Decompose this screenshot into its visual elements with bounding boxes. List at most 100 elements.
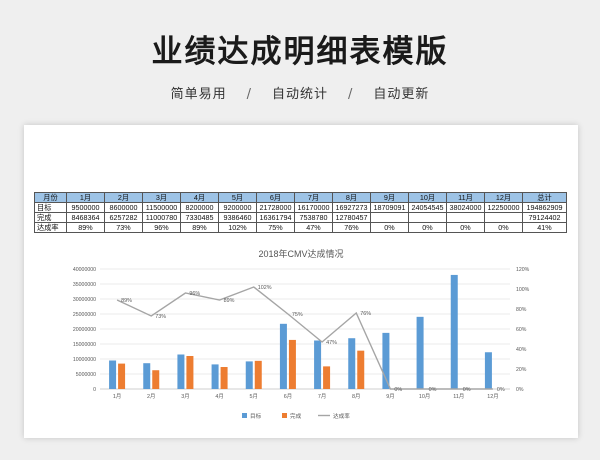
table-cell: 24054545: [408, 202, 447, 213]
x-tick-label: 5月: [250, 393, 258, 400]
table-cell: 6257282: [104, 212, 143, 223]
legend-swatch: [242, 413, 247, 418]
header-cell: 12月: [484, 192, 523, 203]
x-axis-labels: 1月 2月 3月 4月 5月 6月 7月 8月 9月 10月 11月 12月: [113, 393, 499, 400]
completed-bar: [118, 363, 126, 389]
left-axis-ticks: 0 5000000 10000000 15000000 20000000 25000000…: [73, 267, 96, 393]
completed-bar: [220, 367, 228, 389]
completed-bar: [288, 339, 296, 389]
table-cell: [408, 212, 447, 223]
rate-data-label: 76%: [360, 311, 371, 317]
chart-bars: [109, 274, 492, 389]
row-label: 完成: [34, 212, 67, 223]
rate-data-label: 0%: [394, 387, 402, 393]
table-cell: 7538780: [294, 212, 333, 223]
header-cell: 6月: [256, 192, 295, 203]
table-cell: 8600000: [104, 202, 143, 213]
completed-row: 完成 8468364 6257282 11000780 7330485 9386460 16…: [34, 212, 567, 223]
target-bar: [177, 354, 185, 389]
rate-data-label: 0%: [463, 387, 471, 393]
chart-grid: [100, 268, 510, 390]
legend-target: 目标: [250, 412, 262, 420]
table-cell: 0%: [484, 222, 523, 233]
right-tick-label: 0%: [516, 387, 524, 393]
header-cell: 月份: [34, 192, 67, 203]
header-cell: 3月: [142, 192, 181, 203]
table-cell: 16927273: [332, 202, 371, 213]
feature-separator: /: [246, 87, 252, 102]
header-cell: 10月: [408, 192, 447, 203]
right-tick-label: 120%: [516, 267, 530, 273]
target-bar: [450, 274, 458, 389]
achievement-chart: 2018年CMV达成情况 0 5000000 10000000 15000000 200…: [73, 248, 530, 420]
table-cell: 102%: [218, 222, 257, 233]
table-header-row: 月份 1月 2月 3月 4月 5月 6月 7月 8月 9月 10月 11月 12…: [34, 192, 567, 203]
target-bar: [279, 323, 287, 389]
legend-rate: 达成率: [333, 412, 350, 420]
x-tick-label: 11月: [453, 393, 464, 400]
table-cell: 194862909: [522, 202, 567, 213]
completed-bar: [254, 360, 262, 389]
feature-list: 简单易用 / 自动统计 / 自动更新: [0, 83, 600, 102]
row-label: 目标: [34, 202, 67, 213]
rate-data-label: 89%: [121, 298, 132, 304]
target-bar: [245, 361, 253, 389]
table-body: 目标 9500000 8600000 11500000 8200000 9200000 21…: [34, 202, 567, 233]
left-tick-label: 25000000: [73, 312, 96, 318]
left-tick-label: 40000000: [73, 267, 96, 273]
rate-data-label: 47%: [326, 340, 337, 346]
table-cell: 12780457: [332, 212, 371, 223]
x-tick-label: 10月: [419, 393, 430, 400]
table-cell: 21728000: [256, 202, 295, 213]
table-cell: 75%: [256, 222, 295, 233]
right-axis-ticks: 0% 20% 40% 60% 80% 100% 120%: [516, 267, 530, 393]
header-cell: 5月: [218, 192, 257, 203]
table-cell: 7330485: [180, 212, 219, 223]
table-cell: 11500000: [142, 202, 181, 213]
table-cell: 89%: [66, 222, 105, 233]
spreadsheet-preview: 月份 1月 2月 3月 4月 5月 6月 7月 8月 9月 10月 11月 12…: [24, 125, 578, 438]
header-cell: 总计: [522, 192, 567, 203]
table-cell: 47%: [294, 222, 333, 233]
left-tick-label: 10000000: [73, 357, 96, 363]
target-bar: [314, 340, 322, 389]
table-cell: 96%: [142, 222, 181, 233]
header-cell: 7月: [294, 192, 333, 203]
rate-data-label: 75%: [292, 312, 303, 318]
table-cell: 8200000: [180, 202, 219, 213]
table-cell: 9200000: [218, 202, 257, 213]
right-tick-label: 20%: [516, 367, 527, 373]
feature-separator: /: [348, 87, 354, 102]
x-tick-label: 9月: [386, 393, 394, 400]
completed-bar: [323, 366, 331, 389]
table-cell: 9386460: [218, 212, 257, 223]
right-tick-label: 60%: [516, 327, 527, 333]
completed-bar: [357, 350, 365, 389]
header-cell: 8月: [332, 192, 371, 203]
rate-line: [116, 286, 493, 390]
right-tick-label: 80%: [516, 307, 527, 313]
legend-completed: 完成: [290, 412, 302, 420]
table-cell: 9500000: [66, 202, 105, 213]
table-cell: 18709091: [370, 202, 409, 213]
feature-easy-to-use: 简单易用: [170, 87, 227, 102]
table-cell: [370, 212, 409, 223]
rate-data-label: 102%: [258, 285, 272, 291]
x-tick-label: 1月: [113, 393, 121, 400]
right-tick-label: 40%: [516, 347, 527, 353]
table-cell: [446, 212, 485, 223]
page-title: 业绩达成明细表模版: [151, 34, 449, 70]
table-cell: 38024000: [446, 202, 485, 213]
table-cell: 89%: [180, 222, 219, 233]
target-bar: [348, 338, 356, 389]
table-cell: 41%: [522, 222, 567, 233]
table-cell: 79124402: [522, 212, 567, 223]
target-bar: [143, 363, 151, 389]
chart-rate-line: 89% 73% 96% 89% 102% 75% 47% 76% 0% 0% 0% 0%: [116, 285, 505, 393]
table-cell: 0%: [446, 222, 485, 233]
completed-bar: [152, 370, 160, 389]
table-cell: 16170000: [294, 202, 333, 213]
left-tick-label: 30000000: [73, 297, 96, 303]
target-row: 目标 9500000 8600000 11500000 8200000 9200000 21…: [34, 202, 567, 213]
table-cell: [484, 212, 523, 223]
